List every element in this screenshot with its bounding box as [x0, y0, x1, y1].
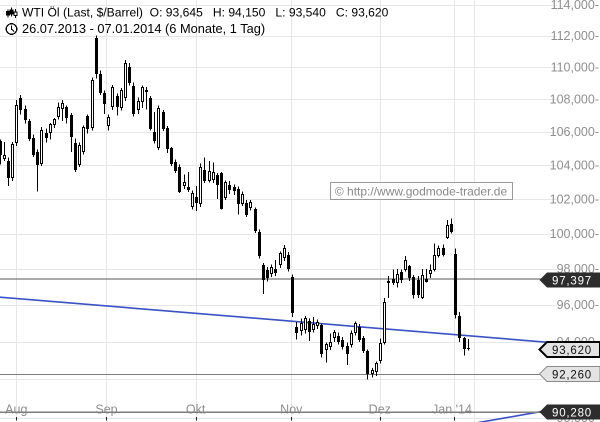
svg-text:Jan '14: Jan '14 [432, 403, 472, 417]
svg-text:90,280: 90,280 [552, 408, 592, 420]
svg-text:92,260: 92,260 [552, 370, 592, 382]
svg-text:96,000-: 96,000- [557, 298, 599, 312]
svg-text:Nov: Nov [280, 403, 303, 417]
svg-text:110,000-: 110,000- [551, 60, 599, 74]
svg-text:93,620: 93,620 [552, 345, 592, 357]
svg-text:WTI Öl (Last, $/Barrel) O: 93: WTI Öl (Last, $/Barrel) O: 93,645 H: 94,… [22, 6, 389, 20]
svg-text:Aug: Aug [5, 403, 27, 417]
svg-text:97,397: 97,397 [552, 276, 592, 288]
svg-text:26.07.2013 - 07.01.2014 (6 Mon: 26.07.2013 - 07.01.2014 (6 Monate, 1 Tag… [22, 21, 265, 36]
svg-text:Dez: Dez [369, 403, 391, 417]
svg-text:112,000-: 112,000- [551, 29, 599, 43]
svg-text:108,000-: 108,000- [550, 93, 599, 107]
svg-text:114,000-: 114,000- [551, 0, 599, 12]
svg-text:102,000-: 102,000- [550, 192, 599, 206]
svg-text:106,000-: 106,000- [550, 125, 599, 139]
svg-text:104,000-: 104,000- [550, 158, 599, 172]
svg-text:Okt: Okt [186, 403, 206, 417]
svg-text:Sep: Sep [95, 403, 117, 417]
svg-text:© http://www.godmode-trader.de: © http://www.godmode-trader.de [335, 185, 508, 199]
svg-text:100,000-: 100,000- [550, 227, 599, 241]
